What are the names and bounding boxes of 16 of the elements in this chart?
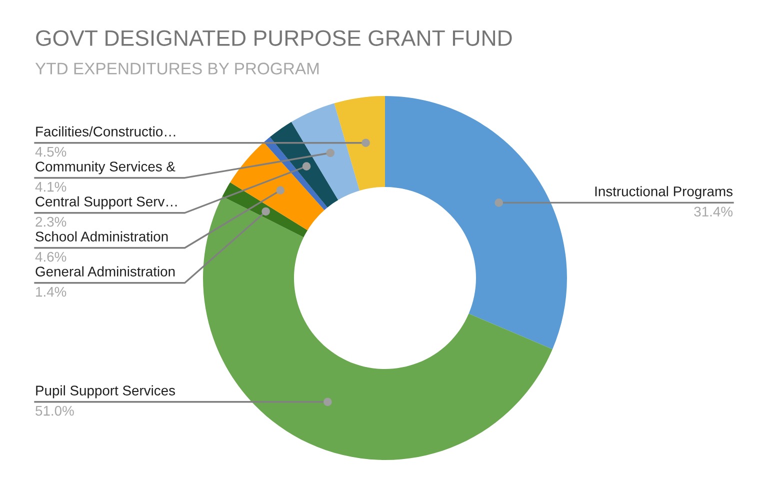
slice-label: School Administration bbox=[36, 231, 168, 242]
slice-label: Community Services & bbox=[36, 161, 176, 174]
slice-label: Pupil Support Services bbox=[36, 385, 175, 398]
data-label: 31.4% bbox=[694, 206, 733, 217]
data-label: 4.1% bbox=[35, 182, 66, 192]
slice-label: Instructional Programs bbox=[595, 186, 733, 200]
chart-subtitle: YTD EXPENDITURES BY PROGRAM bbox=[35, 62, 319, 74]
data-label: 4.5% bbox=[35, 146, 66, 157]
data-label: 1.4% bbox=[36, 286, 66, 297]
slice-label: General Administration bbox=[36, 266, 175, 276]
data-label: 4.6% bbox=[35, 252, 66, 262]
chart-title: GOVT DESIGNATED PURPOSE GRANT FUND bbox=[36, 30, 512, 46]
data-label: 51.0% bbox=[36, 406, 74, 416]
data-label: 2.3% bbox=[36, 216, 66, 227]
slice-label: Facilities/Constructio… bbox=[36, 126, 176, 136]
slice-label: Central Support Serv… bbox=[36, 196, 177, 210]
